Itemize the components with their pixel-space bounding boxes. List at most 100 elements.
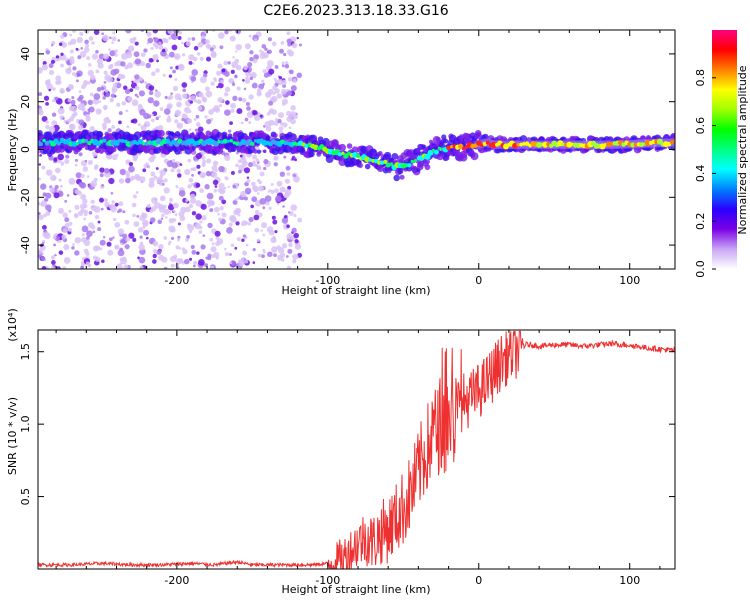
spectrogram-noise-point: [291, 227, 297, 233]
spectrogram-noise-point: [258, 185, 264, 192]
spectrogram-noise-point: [221, 199, 227, 205]
spectrogram-noise-point: [45, 204, 52, 211]
spectrogram-noise-point: [127, 96, 133, 102]
spectrogram-noise-point: [161, 256, 168, 263]
spectrogram-noise-point: [286, 265, 292, 269]
spectrogram-noise-point: [242, 78, 245, 82]
spectrogram-noise-point: [286, 172, 291, 176]
spectrogram-noise-point: [282, 122, 288, 128]
spectrogram-noise-point: [91, 41, 95, 45]
spectrogram-noise-point: [157, 219, 163, 225]
spectrogram-noise-point: [52, 236, 57, 240]
spectrogram-noise-point: [71, 72, 76, 76]
spectrogram-noise-point: [115, 263, 123, 269]
spectrogram-noise-point: [228, 78, 235, 84]
spectrogram-noise-point: [188, 177, 194, 183]
spectrogram-noise-point: [154, 90, 162, 98]
spectrogram-noise-point: [240, 190, 247, 198]
spectrogram-trace-point: [337, 152, 342, 157]
spectrogram-noise-point: [83, 239, 91, 247]
spectrogram-trace-point: [410, 159, 415, 164]
spectrogram-noise-point: [151, 71, 156, 77]
spectrogram-noise-point: [94, 214, 100, 220]
spectrogram-noise-point: [211, 165, 218, 171]
spectrogram-noise-point: [56, 80, 62, 85]
spectrogram-noise-point: [271, 246, 278, 253]
spectrogram-noise-point: [276, 180, 283, 187]
spectrogram-trace-point: [639, 142, 645, 148]
spectrogram-trace-point: [630, 142, 636, 148]
spectrogram-noise-point: [114, 49, 118, 53]
spectrogram-noise-point: [264, 47, 268, 51]
spectrogram-noise-point: [230, 102, 236, 109]
spectrogram-noise-point: [286, 255, 289, 258]
spectrogram-noise-point: [170, 263, 175, 268]
spectrogram-noise-point: [110, 191, 114, 195]
spectrogram-noise-point: [146, 31, 152, 37]
spectrogram-noise-point: [145, 236, 149, 240]
spectrogram-trace-point: [404, 163, 409, 168]
spectrogram-trace-point: [132, 139, 137, 145]
spectrogram-trace-point: [141, 141, 146, 146]
spectrogram-noise-point: [243, 167, 251, 174]
spectrogram-noise-point: [118, 178, 125, 184]
spectrogram-band-point: [482, 133, 489, 141]
spectrogram-noise-point: [196, 52, 201, 56]
spectrogram-noise-point: [123, 85, 128, 91]
spectrogram-noise-point: [141, 212, 146, 217]
spectrogram-noise-point: [214, 185, 218, 188]
spectrogram-noise-point: [260, 229, 263, 232]
spectrogram-noise-point: [246, 111, 254, 118]
spectrogram-noise-point: [61, 42, 68, 48]
spectrogram-y-tick-label: -20: [19, 188, 32, 206]
spectrogram-noise-point: [114, 53, 118, 57]
spectrogram-noise-point: [227, 61, 231, 65]
spectrogram-noise-point: [133, 51, 140, 58]
spectrogram-trace-point: [355, 153, 361, 159]
snr-x-tick-label: 100: [619, 574, 640, 587]
spectrogram-noise-point: [48, 88, 52, 92]
spectrogram-x-tick-label: 100: [619, 274, 640, 287]
spectrogram-noise-point: [89, 125, 95, 132]
spectrogram-noise-point: [277, 112, 284, 119]
spectrogram-noise-point: [224, 154, 231, 162]
spectrogram-noise-point: [107, 249, 114, 256]
spectrogram-noise-point: [272, 219, 278, 225]
spectrogram-noise-point: [178, 97, 182, 101]
spectrogram-noise-point: [134, 58, 141, 65]
spectrogram-noise-point: [60, 162, 64, 166]
spectrogram-noise-point: [243, 65, 248, 71]
snr-x-tick-label: -100: [315, 574, 340, 587]
spectrogram-noise-point: [184, 258, 190, 265]
spectrogram-noise-point: [205, 56, 212, 62]
spectrogram-noise-point: [177, 235, 181, 239]
spectrogram-noise-point: [234, 198, 238, 202]
spectrogram-noise-point: [229, 214, 236, 222]
spectrogram-noise-point: [244, 78, 251, 84]
spectrogram-noise-point: [88, 36, 94, 41]
spectrogram-noise-point: [279, 186, 286, 193]
spectrogram-noise-point: [52, 87, 56, 91]
spectrogram-noise-point: [135, 191, 139, 194]
spectrogram-noise-point: [109, 97, 114, 103]
spectrogram-noise-point: [261, 44, 267, 49]
spectrogram-noise-point: [248, 34, 252, 38]
spectrogram-noise-point: [43, 95, 50, 101]
spectrogram-noise-point: [190, 182, 194, 186]
spectrogram-noise-point: [271, 109, 277, 115]
spectrogram-noise-point: [237, 159, 242, 163]
spectrogram-noise-point: [80, 194, 87, 200]
spectrogram-noise-point: [270, 236, 277, 244]
spectrogram-noise-point: [155, 126, 160, 131]
spectrogram-noise-point: [207, 222, 213, 229]
spectrogram-noise-point: [80, 173, 85, 179]
spectrogram-noise-point: [259, 197, 267, 205]
spectrogram-noise-point: [239, 154, 243, 158]
spectrogram-noise-point: [296, 36, 299, 40]
spectrogram-noise-point: [284, 178, 291, 184]
spectrogram-noise-point: [38, 201, 41, 206]
spectrogram-noise-point: [55, 55, 60, 59]
spectrogram-noise-point: [153, 202, 161, 209]
spectrogram-noise-point: [164, 95, 168, 100]
spectrogram-noise-point: [120, 74, 126, 80]
